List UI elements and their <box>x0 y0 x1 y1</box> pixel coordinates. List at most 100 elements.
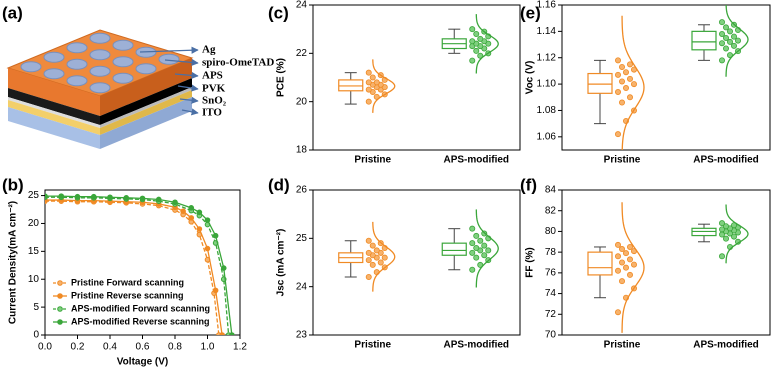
y-tick-label: 15 <box>28 246 40 257</box>
legend-label: Pristine Forward scanning <box>71 277 184 287</box>
jv-point <box>155 196 162 203</box>
jv-point <box>172 199 178 206</box>
jv-point <box>212 287 219 294</box>
y-tick-label: 23 <box>296 330 308 341</box>
plot-area <box>587 5 749 150</box>
x-tick-label: 0.8 <box>168 342 182 353</box>
data-point <box>369 242 376 249</box>
x-tick-label: 1.2 <box>233 342 247 353</box>
jv-point <box>123 195 130 201</box>
y-tick-label: 24 <box>296 0 308 11</box>
y-tick-label: 5 <box>33 302 39 313</box>
plot-frame <box>561 189 771 336</box>
x-tick-label: Pristine <box>604 155 641 166</box>
data-point <box>623 69 630 76</box>
jv-curve <box>45 195 233 335</box>
data-point <box>719 220 726 227</box>
panel-label: (c) <box>268 3 289 22</box>
data-point <box>365 79 372 86</box>
y-axis-label: Voc (V) <box>525 61 536 95</box>
legend-label: APS-modified Forward scanning <box>71 303 210 313</box>
data-point <box>723 223 730 230</box>
jv-point <box>74 193 81 200</box>
data-point <box>723 235 730 242</box>
data-point <box>719 40 726 47</box>
data-point <box>373 79 380 86</box>
distribution-curve <box>372 59 396 113</box>
data-point <box>469 57 476 64</box>
y-tick-label: 1.06 <box>537 131 557 142</box>
data-point <box>623 85 630 92</box>
legend-marker <box>57 293 63 299</box>
y-tick-label: 1.08 <box>537 105 557 116</box>
data-point <box>719 226 726 233</box>
data-point <box>627 61 634 68</box>
jv-point <box>196 209 203 216</box>
data-point <box>469 240 476 247</box>
box <box>338 79 364 92</box>
y-axis-label: FF (%) <box>525 247 536 278</box>
data-point <box>473 232 480 239</box>
box <box>691 30 717 51</box>
jv-point <box>107 194 113 201</box>
jv-point <box>220 265 227 271</box>
y-tick-label: 20 <box>296 96 308 107</box>
plot-frame <box>312 189 521 336</box>
data-point <box>615 253 622 260</box>
distribution-curve <box>372 221 396 292</box>
panel-label: (b) <box>2 175 24 194</box>
data-point <box>381 254 388 261</box>
data-point <box>631 81 638 88</box>
legend-marker <box>57 306 63 312</box>
data-point <box>365 98 372 105</box>
jv-point <box>90 193 97 200</box>
panel-label: (d) <box>268 175 290 194</box>
data-point <box>627 94 634 101</box>
x-tick-label: 1.0 <box>201 342 215 353</box>
data-point <box>731 33 738 40</box>
data-point <box>469 266 476 273</box>
data-point <box>619 259 626 266</box>
x-tick-label: APS-modified <box>693 155 759 166</box>
y-tick-label: 10 <box>28 274 40 285</box>
jv-point <box>188 215 195 221</box>
ag-electrode <box>66 75 88 87</box>
layer-side <box>100 97 192 149</box>
data-point <box>481 252 488 259</box>
jv-point <box>212 232 219 239</box>
layer-label: spiro-OmeTAD <box>202 57 274 69</box>
data-point <box>481 242 488 249</box>
data-point <box>615 309 622 316</box>
y-axis-label: Jsc (mA cm⁻²) <box>276 229 287 297</box>
data-point <box>719 253 726 260</box>
data-point <box>615 267 622 274</box>
layer-side <box>100 78 192 125</box>
jv-point <box>188 205 195 211</box>
data-point <box>369 261 376 268</box>
distribution-curve <box>475 14 499 74</box>
data-point <box>719 30 726 37</box>
jv-curve <box>45 199 223 335</box>
data-point <box>623 250 630 257</box>
y-tick-label: 1.12 <box>537 52 557 63</box>
data-point <box>469 225 476 232</box>
legend-marker <box>57 319 63 325</box>
data-point <box>477 237 484 244</box>
ag-electrode <box>20 61 42 73</box>
y-tick-label: 18 <box>296 145 308 156</box>
plot-area <box>45 193 235 335</box>
jv-point <box>45 193 48 199</box>
data-point <box>627 256 634 263</box>
y-tick-label: 1.10 <box>537 79 557 90</box>
y-tick-label: 1.14 <box>537 26 557 37</box>
data-point <box>627 243 634 250</box>
data-point <box>615 89 622 96</box>
data-point <box>477 35 484 42</box>
layer-label: APS <box>202 70 223 82</box>
plot-area <box>338 209 499 292</box>
data-point <box>727 38 734 45</box>
data-point <box>619 278 626 285</box>
y-tick-label: 0 <box>33 330 39 341</box>
data-point <box>735 37 742 44</box>
